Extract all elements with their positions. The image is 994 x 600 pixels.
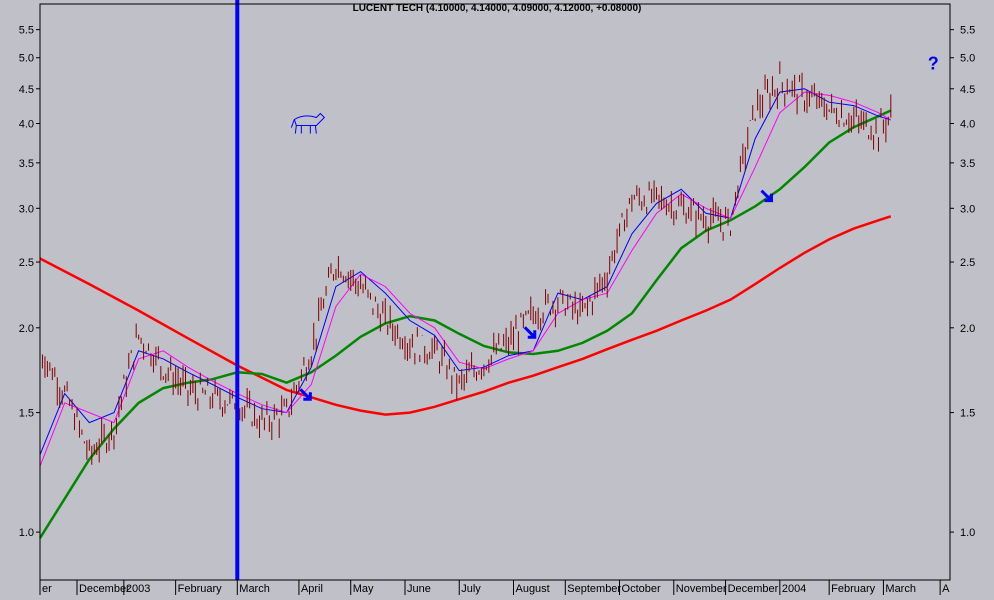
- y-tick-label-right: 4.5: [960, 84, 975, 96]
- x-tick-label: September: [567, 583, 621, 595]
- x-tick-label: March: [885, 583, 916, 595]
- y-tick-label-left: 5.0: [19, 53, 34, 65]
- x-tick-label: March: [239, 583, 270, 595]
- x-tick-label: August: [515, 583, 549, 595]
- y-tick-label-right: 2.0: [960, 323, 975, 335]
- chart-title: LUCENT TECH (4.10000, 4.14000, 4.09000, …: [353, 3, 642, 14]
- x-tick-label: December: [728, 583, 779, 595]
- x-tick-label: February: [831, 583, 876, 595]
- arrow-marker: [760, 189, 774, 203]
- y-tick-label-right: 1.0: [960, 527, 975, 539]
- question-mark-annotation: ?: [928, 54, 939, 74]
- y-tick-label-right: 5.0: [960, 53, 975, 65]
- series-line-1: [38, 109, 892, 539]
- x-tick-label: A: [942, 583, 950, 595]
- y-tick-label-right: 3.0: [960, 203, 975, 215]
- y-tick-label-left: 1.0: [19, 527, 34, 539]
- x-tick-label: July: [461, 583, 481, 595]
- series-line-0: [39, 215, 892, 416]
- y-tick-label-left: 3.5: [19, 158, 34, 170]
- y-tick-label-right: 2.5: [960, 257, 975, 269]
- annotations-layer: ?: [235, 0, 939, 580]
- y-tick-label-left: 2.0: [19, 323, 34, 335]
- x-tick-label: May: [353, 583, 374, 595]
- bull-body: [293, 112, 326, 127]
- y-tick-label-left: 5.5: [19, 25, 34, 37]
- x-tick-label: June: [407, 583, 431, 595]
- y-tick-label-left: 4.5: [19, 84, 34, 96]
- y-tick-label-right: 4.0: [960, 119, 975, 131]
- y-tick-label-left: 3.0: [19, 203, 34, 215]
- y-tick-label-left: 2.5: [19, 257, 34, 269]
- arrow-marker: [299, 388, 312, 401]
- arrow-marker: [523, 326, 537, 339]
- x-tick-label: April: [301, 583, 323, 595]
- x-tick-label: December: [79, 583, 130, 595]
- x-tick-label: 2004: [782, 583, 806, 595]
- bull-legs: [290, 119, 317, 134]
- x-tick-label: October: [622, 583, 661, 595]
- series-line-2: [39, 88, 891, 455]
- x-tick-label: November: [676, 583, 727, 595]
- y-tick-label-left: 4.0: [19, 119, 34, 131]
- y-tick-label-right: 3.5: [960, 158, 975, 170]
- price-bars-layer: [39, 61, 892, 465]
- x-tick-label: February: [178, 583, 223, 595]
- bull-icon: [290, 112, 326, 134]
- x-tick-label: er: [42, 583, 52, 595]
- series-layer: [38, 88, 892, 539]
- plot-frame: [39, 3, 951, 581]
- y-tick-label-right: 5.5: [960, 25, 975, 37]
- y-tick-label-right: 1.5: [960, 408, 975, 420]
- axes-layer: 5.5 5.5 5.0 5.0 4.5 4.5 4.0 4.0 3.5 3.5 3.0 3.0 2.5 2…: [19, 3, 975, 595]
- x-tick-label: 2003: [126, 583, 150, 595]
- y-tick-label-left: 1.5: [19, 408, 34, 420]
